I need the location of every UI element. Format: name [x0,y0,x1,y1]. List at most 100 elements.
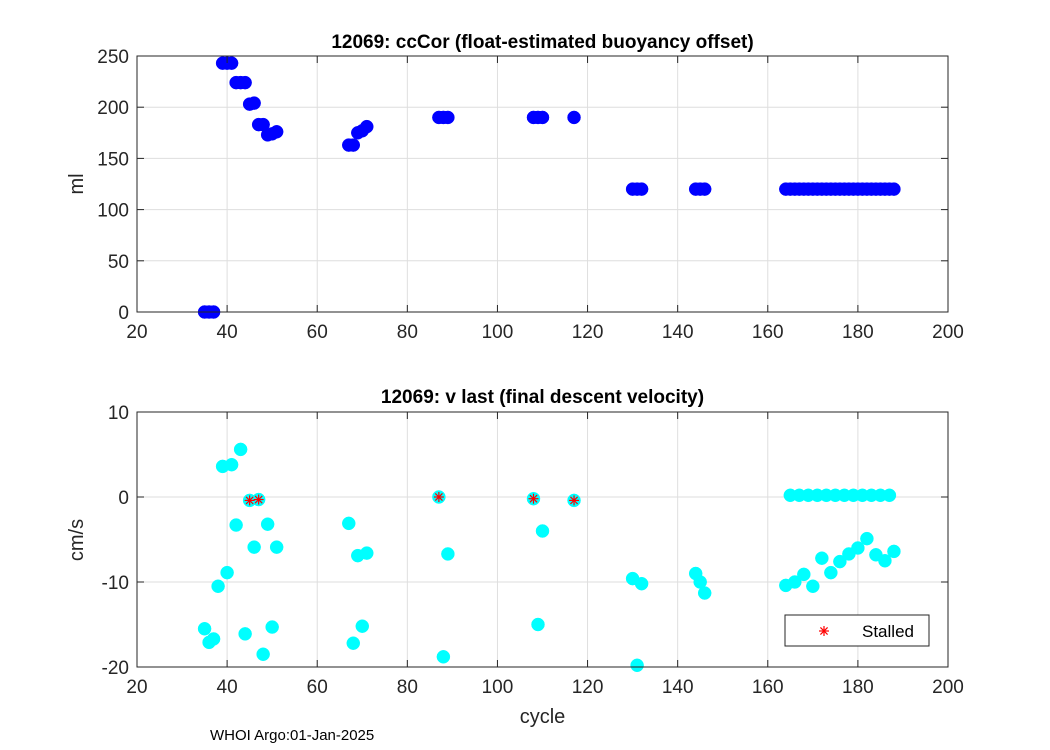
data-point [535,110,550,125]
data-point [224,56,239,70]
axis-ticks: 20 40 60 80 100 120 140 160 180 200 -20 -10 0 10 [102,403,964,698]
y-tick-label: 10 [108,403,129,424]
data-point [360,546,374,560]
descent-velocity-panel: 20 40 60 80 100 120 140 160 180 200 -20 -10 0 10 1206… [66,387,964,728]
x-tick-label: 140 [662,677,694,698]
asterisk-stroke [529,494,538,503]
stalled-marker [569,495,580,506]
data-point [247,96,261,110]
data-point [535,524,550,538]
data-points [197,442,901,673]
legend: Stalled [784,614,930,647]
y-tick-label: 200 [97,98,129,119]
x-tick-label: 20 [126,322,147,343]
data-point [630,658,644,673]
legend-box [784,614,930,647]
asterisk-stroke [819,626,829,636]
x-tick-label: 120 [572,677,604,698]
data-point [788,575,802,589]
y-tick-label: 250 [97,47,129,68]
legend-asterisk [819,626,829,636]
data-point [247,540,261,554]
footer-credit: WHOI Argo:01-Jan-2025 [210,727,375,744]
data-point [824,565,838,580]
legend-stalled-marker [819,626,829,636]
data-point [441,547,455,561]
data-point [815,551,829,565]
data-point [342,516,356,531]
x-tick-label: 80 [397,322,418,343]
y-tick-label: -20 [102,658,129,679]
y-tick-label: 100 [97,201,129,222]
y-tick-label: -10 [102,573,129,594]
stalled-marker [253,494,264,505]
y-axis-label: ml [66,173,88,194]
y-tick-label: 0 [118,303,129,324]
data-point [833,554,847,569]
data-point [882,488,897,503]
x-tick-label: 100 [482,322,514,343]
stalled-marker [244,495,255,506]
data-point [851,541,865,555]
grid-lines [137,56,948,312]
data-point [229,518,243,532]
x-tick-label: 80 [397,677,418,698]
asterisk-stroke [570,496,579,505]
x-tick-label: 160 [752,322,784,343]
data-point [436,650,451,664]
data-point [346,636,361,650]
data-point [355,619,370,633]
data-point [256,647,270,661]
stalled-marker [528,493,539,504]
data-point [265,620,279,634]
axis-ticks: 20 40 60 80 100 120 140 160 180 200 0 50 100 150 200 25… [97,47,964,343]
data-point [887,544,901,559]
data-point [806,579,820,593]
y-tick-label: 50 [108,252,129,273]
data-point [567,110,581,125]
legend-stalled-label: Stalled [862,622,914,641]
plot-area-frame [136,411,949,668]
data-point [269,540,284,554]
x-tick-label: 100 [482,677,514,698]
data-point [238,627,252,641]
data-point [360,119,374,134]
data-point [260,517,275,531]
data-point [634,576,649,591]
plot-area-frame [136,55,949,313]
data-point [441,110,455,125]
x-tick-label: 60 [307,322,328,343]
data-points [197,56,901,319]
data-point [197,622,212,636]
asterisk-stroke [434,492,443,502]
x-tick-label: 180 [842,322,874,343]
x-tick-label: 120 [572,322,604,343]
x-tick-label: 140 [662,322,694,343]
data-point [697,586,712,600]
data-point [878,554,892,568]
data-point [887,182,901,196]
x-tick-label: 180 [842,677,874,698]
y-axis-label: cm/s [66,519,88,561]
x-tick-label: 160 [752,677,784,698]
data-point [233,442,248,457]
x-tick-label: 200 [932,322,964,343]
x-axis-label: cycle [520,706,566,728]
y-tick-label: 150 [97,149,129,170]
x-tick-label: 40 [217,677,238,698]
data-point [269,125,284,139]
data-point [220,565,234,580]
data-point [224,457,239,472]
x-tick-label: 60 [307,677,328,698]
data-point [211,579,225,593]
chart-title: 12069: v last (final descent velocity) [381,387,704,408]
data-point [346,138,361,152]
data-point [797,567,811,582]
y-tick-label: 0 [118,488,129,509]
buoyancy-offset-panel: 20 40 60 80 100 120 140 160 180 200 0 50 100 150 200 25… [66,32,964,343]
x-tick-label: 40 [217,322,238,343]
data-point [634,182,649,196]
data-point [238,75,252,90]
stalled-marker [433,492,444,502]
